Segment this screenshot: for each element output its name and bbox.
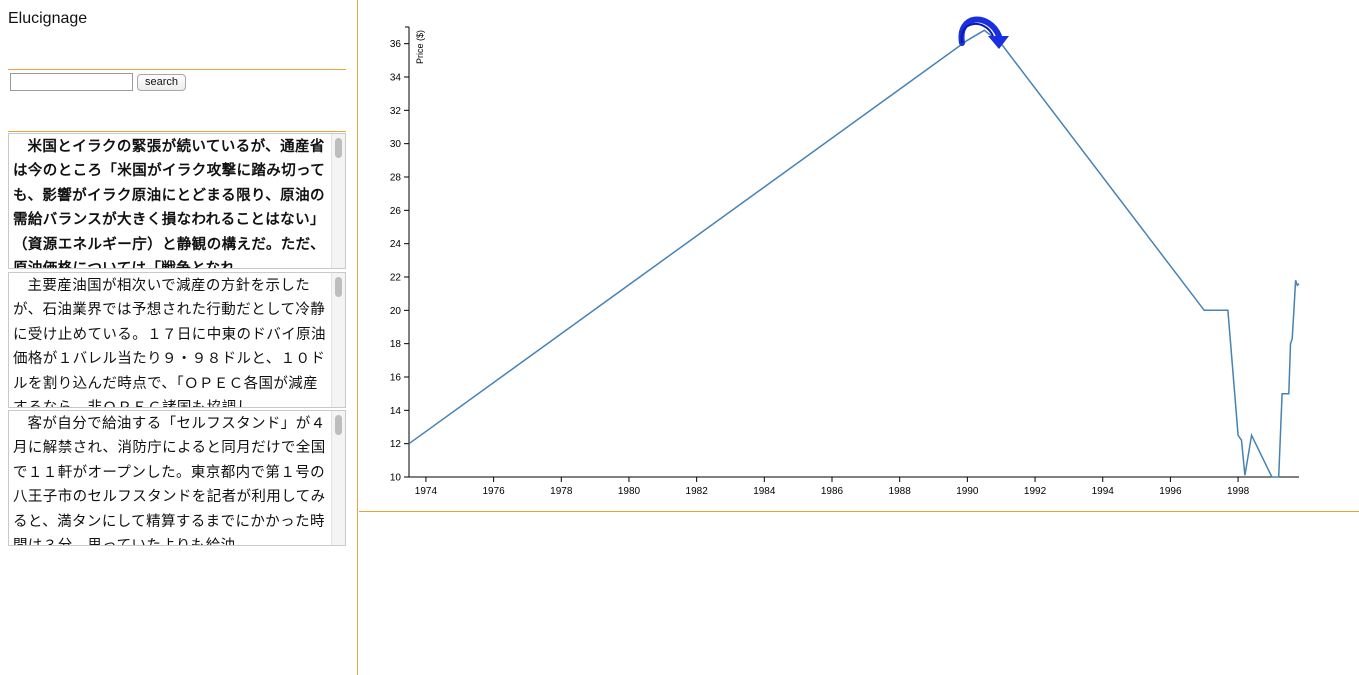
x-tick-label: 1986 bbox=[821, 486, 844, 497]
scroll-thumb[interactable] bbox=[335, 138, 342, 158]
y-tick-label: 30 bbox=[390, 139, 402, 150]
x-tick-label: 1984 bbox=[753, 486, 776, 497]
y-tick-label: 26 bbox=[390, 206, 402, 217]
article-scrollbar[interactable] bbox=[331, 273, 345, 407]
x-tick-label: 1982 bbox=[686, 486, 709, 497]
divider bbox=[8, 131, 346, 132]
x-tick-label: 1996 bbox=[1159, 486, 1182, 497]
article-3[interactable]: 客が自分で給油する「セルフスタンド」が４月に解禁され、消防庁によると同月だけで全… bbox=[8, 410, 346, 546]
x-tick-label: 1990 bbox=[956, 486, 979, 497]
y-tick-label: 22 bbox=[390, 273, 402, 284]
article-scrollbar[interactable] bbox=[331, 411, 345, 545]
article-2[interactable]: 主要産油国が相次いで減産の方針を示したが、石油業界では予想された行動だとして冷静… bbox=[8, 272, 346, 408]
article-text: 米国とイラクの緊張が続いているが、通産省は今のところ「米国がイラク攻撃に踏み切っ… bbox=[13, 139, 326, 268]
x-tick-label: 1994 bbox=[1092, 486, 1115, 497]
article-text: 客が自分で給油する「セルフスタンド」が４月に解禁され、消防庁によると同月だけで全… bbox=[13, 416, 326, 545]
x-tick-label: 1998 bbox=[1227, 486, 1250, 497]
chart-pane: 10 12 14 16 18 20 22 24 26 28 30 32 34 36 1974 1976 1978… bbox=[359, 0, 1359, 512]
price-chart[interactable]: 10 12 14 16 18 20 22 24 26 28 30 32 34 36 1974 1976 1978… bbox=[359, 0, 1359, 512]
y-tick-label: 36 bbox=[390, 39, 402, 50]
y-tick-label: 12 bbox=[390, 439, 402, 450]
axes: 10 12 14 16 18 20 22 24 26 28 30 32 34 36 1974 1976 1978… bbox=[390, 26, 1299, 497]
scroll-thumb[interactable] bbox=[335, 277, 342, 297]
app-title: Elucignage bbox=[8, 10, 88, 27]
y-tick-label: 14 bbox=[390, 406, 402, 417]
search-input[interactable] bbox=[10, 73, 133, 91]
y-tick-label: 16 bbox=[390, 373, 402, 384]
price-line bbox=[408, 29, 1300, 478]
y-tick-label: 24 bbox=[390, 239, 402, 250]
y-tick-label: 32 bbox=[390, 106, 402, 117]
article-1[interactable]: 米国とイラクの緊張が続いているが、通産省は今のところ「米国がイラク攻撃に踏み切っ… bbox=[8, 133, 346, 269]
article-scrollbar[interactable] bbox=[331, 134, 345, 268]
blue-curved-arrow-icon[interactable] bbox=[958, 16, 1009, 49]
y-tick-label: 10 bbox=[390, 473, 402, 484]
search-button[interactable]: search bbox=[137, 74, 187, 91]
x-tick-label: 1978 bbox=[550, 486, 573, 497]
x-tick-label: 1976 bbox=[482, 486, 505, 497]
x-tick-label: 1974 bbox=[415, 486, 438, 497]
y-tick-label: 18 bbox=[390, 339, 402, 350]
x-tick-label: 1992 bbox=[1024, 486, 1047, 497]
divider bbox=[8, 69, 346, 70]
x-tick-label: 1980 bbox=[618, 486, 641, 497]
x-tick-label: 1988 bbox=[889, 486, 912, 497]
article-text: 主要産油国が相次いで減産の方針を示したが、石油業界では予想された行動だとして冷静… bbox=[13, 278, 326, 407]
y-tick-label: 28 bbox=[390, 173, 402, 184]
y-tick-label: 20 bbox=[390, 306, 402, 317]
y-axis-label: Price ($) bbox=[415, 30, 425, 64]
left-pane: Elucignage search 米国とイラクの緊張が続いているが、通産省は今… bbox=[0, 0, 358, 675]
scroll-thumb[interactable] bbox=[335, 415, 342, 435]
y-tick-label: 34 bbox=[390, 73, 402, 84]
